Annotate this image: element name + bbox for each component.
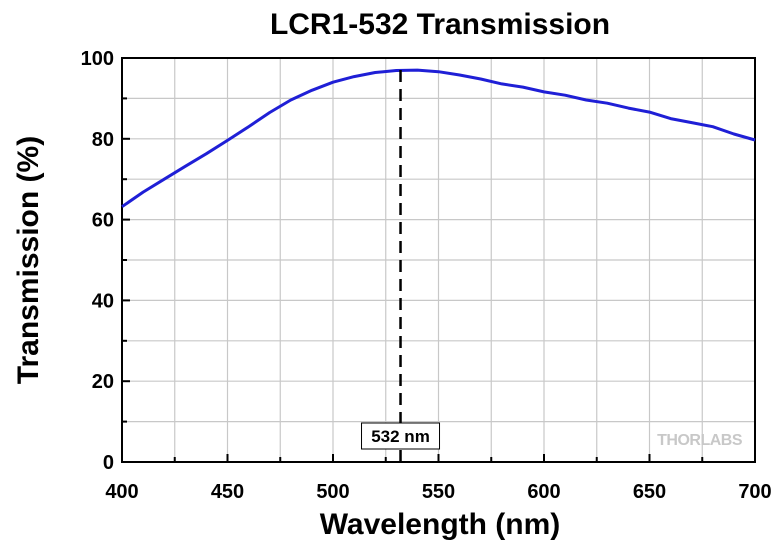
annotation-group: 532 nm: [361, 70, 441, 462]
y-tick-label: 100: [81, 48, 114, 70]
x-tick-label: 700: [738, 481, 771, 503]
x-tick-label: 450: [211, 481, 244, 503]
annotation-label: 532 nm: [371, 427, 430, 446]
x-tick-label: 500: [316, 481, 349, 503]
x-tick-label: 650: [633, 481, 666, 503]
thorlabs-logo: THORLABS: [657, 432, 743, 449]
chart-title: LCR1-532 Transmission: [270, 8, 610, 41]
y-tick-label: 0: [103, 452, 114, 474]
y-tick-label: 20: [92, 371, 114, 393]
x-tick-label: 400: [105, 481, 138, 503]
y-tick-label: 80: [92, 129, 114, 151]
x-axis-label: Wavelength (nm): [320, 508, 561, 541]
plot-frame: [121, 57, 756, 463]
x-tick-label: 550: [422, 481, 455, 503]
y-axis-label: Transmission (%): [12, 136, 45, 384]
grid: [122, 58, 755, 462]
y-tick-label: 60: [92, 210, 114, 232]
annotation-label-box: [361, 422, 441, 450]
x-tick-label: 600: [527, 481, 560, 503]
series-line: [121, 68, 756, 208]
y-tick-label: 40: [92, 290, 114, 312]
series-line-group: [121, 68, 756, 208]
y-tick-labels: 0 20 40 60 80 100: [81, 48, 114, 474]
x-tick-labels: 400 450 500 550 600 650 700: [105, 481, 771, 503]
thorlabs-logo-text: THORLABS: [657, 432, 743, 449]
